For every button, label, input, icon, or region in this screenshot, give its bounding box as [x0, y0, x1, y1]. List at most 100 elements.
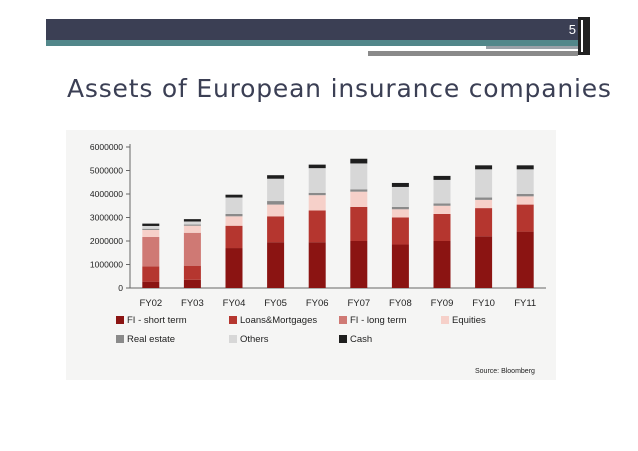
x-tick-label: FY06 [306, 298, 329, 309]
legend-label: Equities [452, 315, 486, 326]
bar-segment [475, 165, 493, 170]
bar-segment [391, 182, 409, 187]
bar-segment [308, 210, 326, 243]
bar-segment [142, 225, 160, 229]
y-tick-label: 0 [118, 283, 123, 293]
x-tick-label: FY02 [139, 298, 162, 309]
bar-segment [516, 231, 534, 288]
slide-title: Assets of European insurance companies [67, 74, 612, 103]
bar-segment [183, 279, 201, 288]
bar-segment [308, 168, 326, 193]
bar-segment [183, 224, 201, 226]
page-number: 5 [568, 22, 576, 37]
bar-segment [267, 242, 285, 288]
bar-segment [350, 191, 368, 207]
bar-segment [267, 216, 285, 243]
bar-segment [516, 194, 534, 197]
y-tick-label: 1000000 [90, 260, 123, 270]
bar-segment [142, 281, 160, 288]
legend-swatch [116, 316, 124, 324]
legend-swatch [339, 335, 347, 343]
bar-segment [225, 213, 243, 217]
bar-segment [225, 197, 243, 214]
header-accent-bar [46, 40, 578, 46]
legend-label: Others [240, 334, 269, 345]
legend-swatch [339, 316, 347, 324]
bar-segment [308, 192, 326, 196]
bar-segment [350, 163, 368, 190]
bar-segment [391, 244, 409, 288]
bar-segment [391, 186, 409, 207]
source-note: Source: Bloomberg [475, 368, 535, 375]
x-tick-label: FY05 [264, 298, 287, 309]
header-bar [46, 19, 578, 40]
bar-segment [308, 195, 326, 211]
bar-segment [433, 179, 451, 204]
x-tick-label: FY07 [347, 298, 370, 309]
bar-segment [267, 178, 285, 202]
legend-swatch [229, 316, 237, 324]
x-tick-label: FY09 [431, 298, 454, 309]
bar-segment [183, 265, 201, 280]
y-tick-label: 5000000 [90, 166, 123, 176]
legend-swatch [229, 335, 237, 343]
legend-swatch [441, 316, 449, 324]
bar-segment [225, 225, 243, 249]
header-gray-bar [368, 51, 578, 56]
bar-segment [391, 209, 409, 218]
bar-segment [142, 228, 160, 230]
bar-segment [350, 206, 368, 241]
y-tick-label: 4000000 [90, 189, 123, 199]
bar-segment [516, 165, 534, 170]
bar-segment [433, 241, 451, 288]
bar-segment [516, 169, 534, 194]
bar-segment [267, 201, 285, 205]
legend-label: Loans&Mortgages [240, 315, 317, 326]
header-thin-bar [486, 46, 578, 49]
legend-label: FI - long term [350, 315, 407, 326]
bar-segment [433, 203, 451, 206]
bar-segment [183, 225, 201, 233]
stacked-bar-chart: 0 1000000 2000000 3000000 4000000 5000000 6000… [90, 142, 546, 345]
bar-segment [433, 175, 451, 180]
bar-segment [391, 206, 409, 210]
bar-segment [350, 241, 368, 288]
bar-segment [475, 197, 493, 200]
chart-panel: 0 1000000 2000000 3000000 4000000 5000000 6000… [66, 130, 556, 380]
bar-segment [183, 219, 201, 222]
bar-segment [475, 208, 493, 237]
bar-segment [267, 204, 285, 217]
y-tick-label: 3000000 [90, 213, 123, 223]
bar-segment [225, 194, 243, 198]
bar-segment [142, 266, 160, 282]
x-tick-label: FY04 [223, 298, 246, 309]
bar-segment [225, 216, 243, 226]
bar-segment [308, 242, 326, 288]
legend-swatch [116, 335, 124, 343]
x-tick-label: FY08 [389, 298, 412, 309]
x-tick-label: FY10 [472, 298, 495, 309]
bar-segment [475, 199, 493, 209]
legend-label: Real estate [127, 334, 175, 345]
bar-segment [142, 223, 160, 226]
bar-segment [183, 221, 201, 225]
bar-segment [475, 236, 493, 288]
bar-segment [308, 164, 326, 169]
legend-label: FI - short term [127, 315, 187, 326]
bar-segment [433, 205, 451, 214]
x-tick-label: FY11 [514, 298, 536, 309]
bar-segment [142, 237, 160, 267]
bar-segment [183, 232, 201, 266]
y-tick-label: 2000000 [90, 236, 123, 246]
bar-segment [267, 175, 285, 179]
corner-decoration [578, 17, 590, 55]
bar-segment [350, 189, 368, 192]
bar-segment [475, 169, 493, 198]
bar-segment [433, 213, 451, 241]
bar-segment [516, 196, 534, 205]
bar-segment [350, 158, 368, 164]
bar-segment [225, 248, 243, 288]
y-tick-label: 6000000 [90, 142, 123, 152]
bar-segment [391, 217, 409, 245]
